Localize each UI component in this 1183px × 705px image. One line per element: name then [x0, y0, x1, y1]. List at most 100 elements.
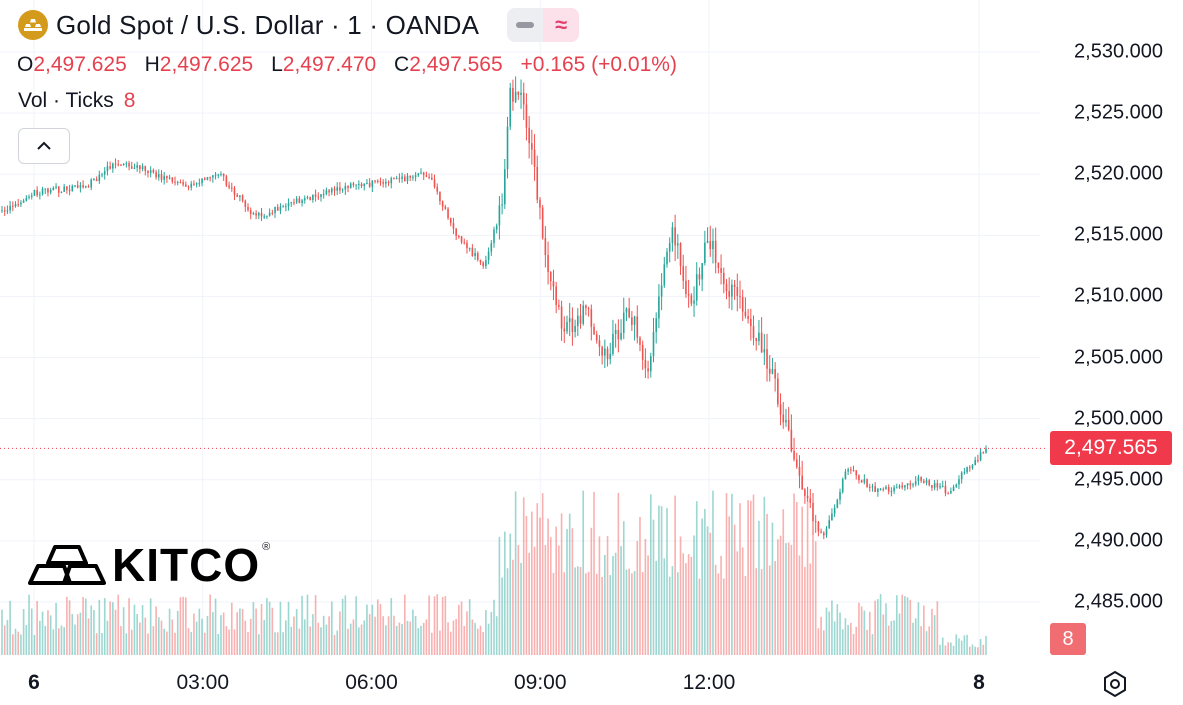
volume-bar — [522, 497, 525, 655]
candle-body — [860, 480, 863, 483]
volume-bar — [863, 610, 866, 655]
volume-bar — [604, 554, 606, 655]
candle-body — [871, 486, 874, 488]
volume-bar — [804, 567, 806, 655]
candle-body — [317, 196, 320, 198]
candle-body — [952, 486, 955, 491]
candle-body — [671, 227, 674, 244]
volume-bar — [295, 609, 298, 655]
volume-bar — [95, 633, 98, 655]
volume-bar — [212, 612, 214, 655]
candle-body — [139, 165, 141, 170]
volume-bar — [874, 600, 876, 655]
minus-icon[interactable] — [507, 8, 544, 42]
collapse-legend-button[interactable] — [18, 128, 70, 164]
candle-body — [855, 470, 858, 476]
volume-bar — [44, 625, 47, 655]
volume-bar — [549, 537, 552, 655]
candle-body — [428, 176, 430, 178]
volume-bar — [298, 628, 301, 655]
volume-bar — [471, 619, 474, 655]
candle-body — [379, 181, 382, 183]
indicator-toggle-group[interactable]: ≈ — [507, 8, 580, 42]
volume-bar — [141, 605, 144, 655]
candle-body — [576, 315, 579, 327]
volume-bar — [860, 606, 863, 655]
volume-bar — [322, 615, 325, 655]
volume-bar — [87, 618, 90, 655]
candle-body — [755, 338, 758, 342]
candle-body — [130, 166, 133, 169]
candle-body — [71, 185, 74, 192]
candle-body — [144, 166, 147, 171]
volume-bar — [977, 647, 979, 655]
volume-bar — [285, 620, 287, 655]
candle-body — [514, 91, 517, 102]
volume-bar — [836, 604, 839, 655]
volume-bar — [495, 616, 498, 655]
volume-bar — [385, 625, 387, 655]
candle-body — [798, 466, 801, 476]
registered-mark: ® — [262, 541, 271, 553]
candle-body — [566, 322, 568, 332]
candle-body — [390, 178, 393, 184]
candle-body — [947, 493, 949, 495]
volume-bar — [168, 608, 171, 655]
volume-bar — [871, 634, 874, 655]
candle-body — [30, 195, 33, 197]
candle-body — [482, 262, 484, 267]
volume-bar — [677, 572, 679, 655]
volume-bar — [741, 547, 744, 655]
volume-bar — [68, 600, 71, 655]
candle-body — [641, 344, 644, 360]
candle-body — [441, 201, 444, 207]
candle-body — [706, 241, 709, 243]
candle-body — [422, 172, 425, 176]
volume-bar — [330, 601, 333, 655]
volume-bar — [347, 628, 349, 655]
candle-body — [98, 174, 101, 182]
candle-body — [314, 194, 317, 197]
volume-bar — [695, 501, 698, 655]
volume-bar — [877, 599, 879, 655]
symbol-title[interactable]: Gold Spot / U.S. Dollar · 1 · OANDA — [56, 9, 480, 40]
candle-body — [233, 188, 236, 195]
volume-bar — [571, 528, 574, 655]
hexagon-gear-icon[interactable] — [1099, 668, 1131, 700]
approx-wave-icon[interactable]: ≈ — [543, 8, 580, 42]
volume-bar — [98, 599, 101, 655]
candle-body — [187, 186, 190, 188]
candle-body — [117, 164, 120, 166]
candle-body — [66, 186, 68, 190]
kitco-wordmark: KITCO — [112, 539, 261, 591]
low-label: L — [271, 53, 283, 76]
candle-body — [520, 92, 522, 96]
volume-bar — [517, 545, 520, 655]
volume-bar — [787, 542, 790, 655]
candle-body — [255, 213, 257, 216]
volume-bar — [833, 621, 836, 655]
candle-body — [44, 188, 47, 190]
volume-bar — [609, 575, 612, 655]
volume-bar — [460, 601, 463, 655]
candle-body — [3, 210, 6, 212]
candle-body — [725, 284, 728, 292]
candle-body — [504, 169, 506, 205]
volume-bar — [25, 625, 28, 655]
volume-bar — [203, 632, 206, 655]
volume-bar — [417, 628, 420, 655]
candle-body — [587, 308, 590, 310]
volume-bar — [733, 524, 736, 655]
candle-body — [328, 190, 330, 193]
candle-body — [387, 181, 390, 184]
candle-body — [476, 253, 479, 260]
candle-body — [517, 91, 520, 96]
volume-bar — [933, 615, 936, 655]
candle-body — [582, 305, 585, 324]
candle-body — [452, 223, 455, 229]
candle-body — [406, 175, 409, 182]
candle-body — [49, 190, 52, 193]
volume-bar — [125, 633, 128, 655]
volume-bar — [752, 494, 755, 655]
